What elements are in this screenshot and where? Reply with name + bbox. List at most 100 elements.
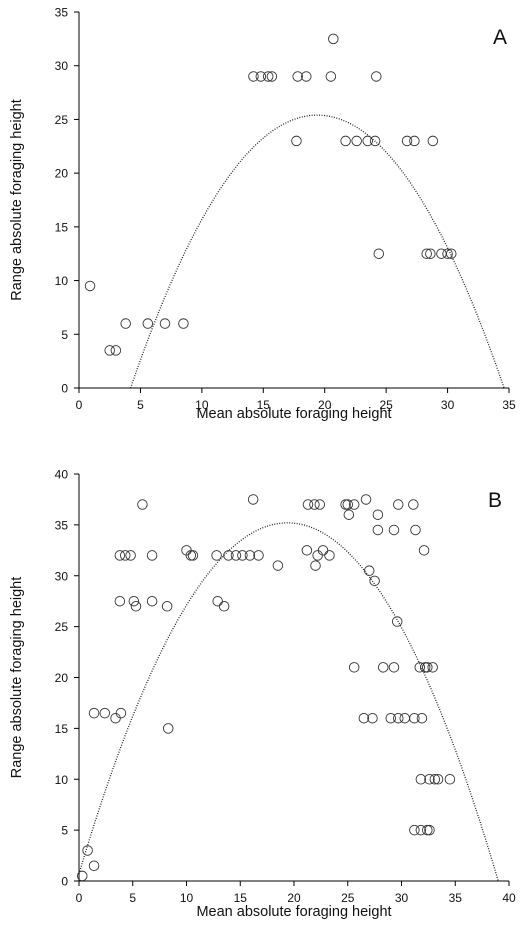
panel-b-data-point bbox=[364, 565, 375, 576]
panel-a-y-tick-label: 25 bbox=[55, 113, 69, 127]
panel-b-data-point bbox=[128, 595, 140, 607]
panel-b-x-tick-label: 5 bbox=[129, 891, 136, 905]
panel-a-y-axis-title: Range absolute foraging height bbox=[9, 99, 25, 301]
panel-b-data-point bbox=[393, 712, 404, 724]
panel-b-data-point bbox=[324, 550, 335, 561]
panel-b-data-point bbox=[427, 662, 438, 673]
panel-b-data-point bbox=[360, 494, 372, 505]
panel-b-data-point bbox=[399, 712, 410, 724]
panel-b-y-tick-label: 0 bbox=[61, 875, 68, 889]
panel-b-x-tick-label: 0 bbox=[76, 891, 83, 905]
panel-a-x-tick-label: 25 bbox=[379, 398, 393, 412]
panel-b-data-point bbox=[444, 774, 456, 785]
panel-b-data-point bbox=[372, 509, 384, 520]
panel-a-data-point bbox=[266, 71, 278, 82]
panel-b-data-point bbox=[247, 494, 259, 505]
panel-b-panel-label: B bbox=[488, 489, 502, 512]
panel-b-data-point bbox=[88, 707, 100, 719]
panel-a-y-tick-label: 30 bbox=[55, 59, 69, 73]
panel-b-data-point bbox=[409, 824, 420, 836]
panel-b-x-tick-label: 35 bbox=[449, 891, 463, 905]
panel-b-data-point bbox=[161, 601, 173, 612]
panel-b-data-point bbox=[418, 545, 430, 556]
panel-a-data-point bbox=[120, 318, 131, 329]
panel-a-x-tick-label: 0 bbox=[76, 398, 83, 412]
panel-b-data-point bbox=[424, 824, 435, 836]
panel-a-data-point bbox=[291, 135, 302, 147]
panel-b-data-point bbox=[114, 550, 126, 561]
panel-a-y-tick-label: 0 bbox=[61, 382, 68, 396]
panel-b-data-point bbox=[388, 662, 400, 673]
panel-a-data-point bbox=[362, 135, 373, 147]
panel-b-data-point bbox=[130, 601, 142, 612]
panel-b-data-point bbox=[415, 824, 427, 836]
panel-b-data-point bbox=[422, 662, 433, 673]
panel-b-data-point bbox=[302, 499, 314, 510]
panel-a-x-tick-label: 5 bbox=[137, 398, 144, 412]
panel-b-data-point bbox=[367, 712, 378, 724]
panel-a-data-point bbox=[142, 318, 154, 329]
panel-b-data-point bbox=[162, 723, 174, 734]
panel-a-y-tick-label: 20 bbox=[55, 167, 69, 181]
panel-b-data-point bbox=[410, 524, 421, 536]
panel-b-data-point bbox=[146, 595, 158, 607]
panel-a-data-point bbox=[255, 71, 267, 82]
panel-a-x-axis-title: Mean absolute foraging height bbox=[196, 406, 391, 422]
panel-b-data-point bbox=[125, 550, 136, 561]
panel-b-y-tick-label: 35 bbox=[55, 518, 69, 532]
panel-b-data-point bbox=[317, 545, 329, 556]
panel-a-data-point bbox=[292, 71, 303, 82]
panel-b-data-point bbox=[187, 550, 199, 561]
panel-a-scatter-chart: 0 5 10 15 20 25 30 35 0 5 10 15 20 25 30 35 Mean absolut… bbox=[9, 6, 516, 423]
panel-b-x-tick-label: 10 bbox=[180, 891, 194, 905]
panel-b-data-point bbox=[348, 499, 360, 510]
panel-a-data-point bbox=[442, 248, 453, 259]
panel-b-data-point bbox=[388, 524, 400, 536]
panel-a-x-tick-label: 10 bbox=[195, 398, 209, 412]
panel-a-data-point bbox=[425, 248, 436, 259]
panel-b-y-tick-label: 5 bbox=[61, 824, 68, 838]
panel-b-data-point bbox=[393, 499, 404, 510]
panel-b-data-point bbox=[218, 601, 230, 612]
panel-b-data-point bbox=[146, 550, 158, 561]
panel-a-data-point bbox=[373, 248, 385, 259]
panel-b-x-tick-label: 15 bbox=[234, 891, 248, 905]
panel-b-data-point bbox=[348, 662, 360, 673]
panel-b-data-point bbox=[391, 616, 403, 627]
panel-b-x-tick-label: 25 bbox=[341, 891, 355, 905]
panel-a-data-point bbox=[409, 135, 420, 147]
panel-b-data-point bbox=[110, 712, 121, 724]
panel-b-data-point bbox=[211, 550, 222, 561]
panel-a-y-tick-label: 35 bbox=[55, 6, 69, 20]
panel-b-y-tick-label: 30 bbox=[55, 569, 69, 583]
panel-a-data-point bbox=[421, 248, 432, 259]
panel-b-data-point bbox=[422, 824, 433, 836]
panel-b-data-point bbox=[99, 707, 111, 719]
panel-b-data-point bbox=[137, 499, 148, 510]
panel-b-data-point bbox=[76, 870, 88, 882]
panel-a-fit-curve bbox=[129, 114, 505, 389]
panel-b-data-point bbox=[244, 550, 256, 561]
panel-a-data-point bbox=[178, 318, 189, 329]
panel-a-data-point bbox=[369, 135, 381, 147]
panel-a-data-point bbox=[427, 135, 439, 147]
panel-b-data-point bbox=[237, 550, 248, 561]
panel-a-y-tick-label: 5 bbox=[61, 328, 68, 342]
panel-b-data-point bbox=[212, 595, 223, 607]
panel-b-y-tick-label: 25 bbox=[55, 620, 69, 634]
panel-b-y-tick-label: 20 bbox=[55, 671, 69, 685]
panel-a-x-tick-label: 15 bbox=[257, 398, 271, 412]
panel-a-data-point bbox=[104, 345, 115, 356]
panel-b-data-point bbox=[301, 545, 313, 556]
panel-b-data-point bbox=[309, 499, 320, 510]
panel-b-data-point bbox=[185, 550, 197, 561]
panel-b-data-point bbox=[372, 524, 384, 536]
panel-b-x-tick-label: 20 bbox=[287, 891, 301, 905]
panel-a-data-point bbox=[446, 248, 457, 259]
panel-b-data-point bbox=[114, 595, 126, 607]
panel-b-data-point bbox=[88, 860, 100, 871]
panel-b-x-tick-label: 40 bbox=[502, 891, 516, 905]
panel-a-data-point bbox=[262, 71, 274, 82]
panel-b-data-point bbox=[358, 712, 370, 724]
